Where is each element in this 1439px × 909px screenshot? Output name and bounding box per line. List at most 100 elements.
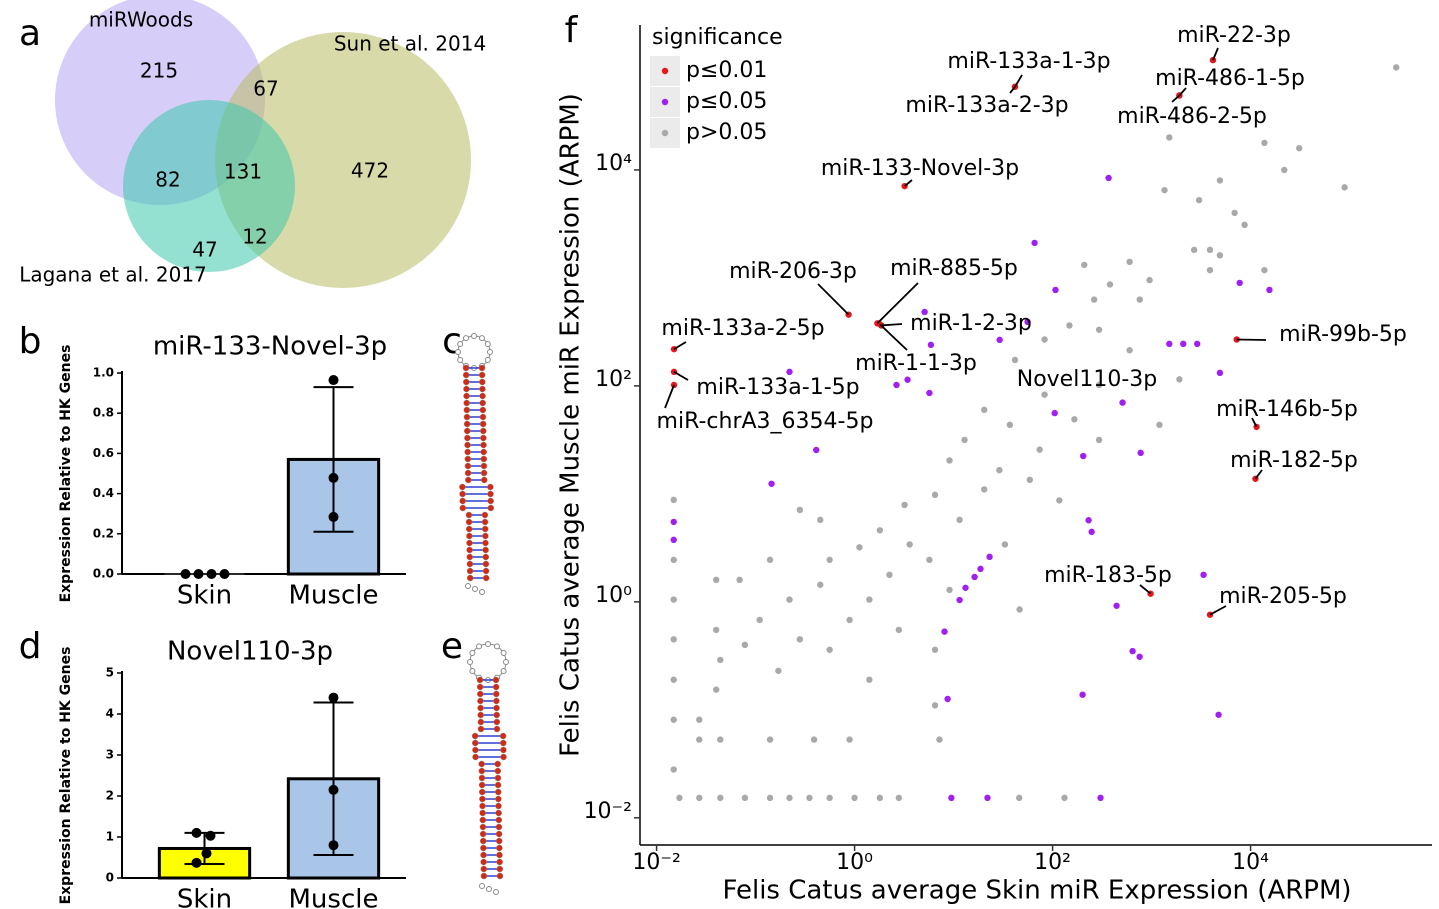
structure-node — [495, 816, 503, 824]
scatter-point — [670, 636, 677, 643]
scatter-point — [826, 646, 833, 653]
scatter-point — [1036, 446, 1043, 453]
point-label: miR-133a-1-3p — [947, 49, 1110, 74]
scatter-point — [712, 576, 720, 584]
scatter-point — [901, 501, 908, 509]
y-tick-label: 1 — [106, 830, 114, 844]
scatter-point — [846, 616, 853, 624]
structure-node — [479, 378, 486, 386]
chart-title: miR-133-Novel-3p — [153, 332, 387, 362]
structure-node — [477, 711, 484, 719]
y-tick-label: 3 — [106, 748, 114, 762]
structure-node — [464, 434, 471, 442]
y-tick-label: 10⁻² — [584, 799, 632, 824]
y-tick-label: 5 — [106, 666, 114, 680]
point-label: miR-182-5p — [1230, 448, 1358, 473]
structure-node — [478, 760, 485, 768]
structure-node — [481, 518, 489, 526]
scatter-point — [971, 573, 978, 581]
scatter-point — [895, 794, 903, 802]
scatter-point — [1241, 221, 1248, 229]
panel-letter: f — [565, 10, 579, 51]
structure-node — [457, 357, 464, 363]
structure-node — [480, 858, 487, 866]
scatter-point — [696, 716, 703, 723]
set-label: Lagana et al. 2017 — [19, 263, 207, 287]
structure-node — [465, 518, 473, 526]
y-tick-label: 10⁰ — [595, 583, 632, 608]
scatter-point — [996, 336, 1003, 344]
scatter-point — [846, 736, 853, 743]
scatter-point — [1119, 399, 1126, 406]
scatter-point — [813, 446, 820, 454]
x-tick-label: Muscle — [289, 581, 379, 611]
structure-node — [466, 560, 474, 568]
legend-label: p≤0.01 — [686, 58, 767, 83]
structure-node — [469, 650, 476, 656]
data-point — [191, 827, 202, 838]
scatter-point — [766, 556, 774, 564]
structure-node — [495, 795, 502, 803]
structure-node — [480, 844, 487, 852]
scatter-point — [1161, 186, 1168, 194]
scatter-point — [1190, 246, 1198, 254]
structure-node — [464, 448, 471, 456]
scatter-point — [1281, 166, 1288, 174]
structure-node — [486, 886, 492, 892]
scatter-point — [766, 794, 774, 802]
scatter-point — [893, 381, 900, 389]
structure-node — [463, 335, 469, 342]
point-label: miR-133a-1-5p — [696, 375, 859, 400]
data-point — [201, 848, 212, 859]
scatter-point — [962, 584, 969, 591]
structure-node — [463, 378, 470, 386]
structure-node — [463, 420, 471, 428]
structure-node — [464, 455, 472, 463]
structure-node — [459, 483, 466, 491]
structure-node — [480, 865, 488, 873]
scatter-point — [866, 596, 873, 603]
scatter-point — [670, 536, 677, 544]
structure-node — [459, 497, 466, 505]
scatter-point — [717, 794, 724, 802]
structure-node — [480, 469, 488, 477]
scatter-point — [1085, 517, 1092, 524]
structure-node — [478, 364, 486, 372]
y-tick-label: 0.2 — [93, 526, 114, 540]
leader-line — [1254, 469, 1263, 480]
point-label: miR-1-2-3p — [910, 311, 1032, 336]
structure-node — [479, 589, 485, 595]
scatter-point — [1136, 653, 1143, 660]
scatter-point — [1156, 421, 1163, 429]
structure-node — [466, 532, 473, 540]
venn-set — [123, 100, 295, 272]
region-count: 12 — [242, 225, 267, 249]
structure-node — [482, 539, 489, 547]
leader-line — [1014, 74, 1023, 88]
structure-node — [463, 413, 471, 421]
panel-letter: e — [441, 626, 463, 667]
scatter-point — [1206, 246, 1214, 254]
structure-node — [478, 371, 486, 379]
scatter-point — [1095, 436, 1103, 444]
structure-node — [471, 732, 479, 740]
data-point — [328, 511, 339, 522]
structure-node — [487, 504, 495, 512]
structure-node — [499, 732, 507, 740]
structure-node — [472, 746, 479, 754]
scatter-point — [1066, 322, 1073, 329]
scatter-point — [1105, 174, 1112, 182]
leader-line — [881, 323, 903, 327]
scatter-point — [1195, 196, 1203, 204]
leader-line — [673, 371, 689, 381]
structure-node — [466, 574, 474, 582]
legend-label: p>0.05 — [686, 120, 767, 145]
scatter-point — [1206, 266, 1214, 274]
scatter-point — [851, 794, 858, 802]
structure-node — [471, 333, 477, 339]
structure-node — [479, 837, 487, 845]
scatter-point — [1266, 286, 1273, 294]
scatter-point — [786, 368, 793, 376]
scatter-point — [1026, 476, 1034, 484]
